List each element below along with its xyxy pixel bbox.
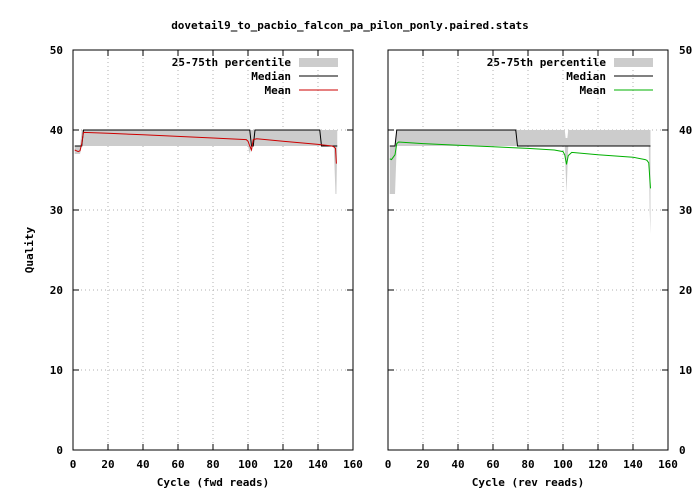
legend-label: 25-75th percentile xyxy=(487,56,607,69)
legend-label: Median xyxy=(566,70,606,83)
y-tick-label: 10 xyxy=(679,364,692,377)
x-tick-label: 80 xyxy=(521,458,534,471)
x-tick-label: 140 xyxy=(308,458,328,471)
y-tick-label: 10 xyxy=(50,364,63,377)
y-tick-label: 30 xyxy=(50,204,63,217)
chart-title: dovetail9_to_pacbio_falcon_pa_pilon_ponl… xyxy=(171,19,529,32)
x-tick-label: 160 xyxy=(343,458,363,471)
x-tick-label: 80 xyxy=(206,458,219,471)
y-axis-label: Quality xyxy=(23,226,36,273)
x-tick-label: 0 xyxy=(385,458,392,471)
legend-label: Mean xyxy=(265,84,292,97)
x-tick-label: 20 xyxy=(101,458,114,471)
panel-fwd: 0 20 40 60 80 100 120 140 160 0 10 20 30 40 50 Cycle (f… xyxy=(23,44,363,489)
x-tick-label: 100 xyxy=(238,458,258,471)
x-tick-label: 120 xyxy=(588,458,608,471)
x-axis-label: Cycle (rev reads) xyxy=(472,476,585,489)
mean-line xyxy=(389,141,651,189)
y-tick-label: 40 xyxy=(50,124,63,137)
percentile-band xyxy=(74,130,338,194)
mean-line xyxy=(74,131,337,164)
x-tick-label: 40 xyxy=(451,458,464,471)
legend-swatch xyxy=(614,58,653,67)
legend-swatch xyxy=(299,58,338,67)
x-tick-label: 0 xyxy=(70,458,77,471)
y-tick-label: 20 xyxy=(679,284,692,297)
x-axis-label: Cycle (fwd reads) xyxy=(157,476,270,489)
x-tick-label: 20 xyxy=(416,458,429,471)
median-line xyxy=(389,129,651,147)
percentile-band xyxy=(389,130,651,234)
legend-label: Median xyxy=(251,70,291,83)
y-tick-label: 0 xyxy=(56,444,63,457)
x-tick-label: 160 xyxy=(658,458,678,471)
legend-label: Mean xyxy=(580,84,607,97)
x-tick-label: 60 xyxy=(171,458,184,471)
x-tick-label: 120 xyxy=(273,458,293,471)
x-tick-label: 60 xyxy=(486,458,499,471)
legend-label: 25-75th percentile xyxy=(172,56,292,69)
y-tick-label: 50 xyxy=(679,44,692,57)
y-tick-label: 0 xyxy=(679,444,686,457)
x-tick-label: 100 xyxy=(553,458,573,471)
y-tick-label: 40 xyxy=(679,124,692,137)
y-tick-label: 30 xyxy=(679,204,692,217)
x-tick-label: 140 xyxy=(623,458,643,471)
y-tick-label: 50 xyxy=(50,44,63,57)
y-tick-label: 20 xyxy=(50,284,63,297)
x-tick-label: 40 xyxy=(136,458,149,471)
